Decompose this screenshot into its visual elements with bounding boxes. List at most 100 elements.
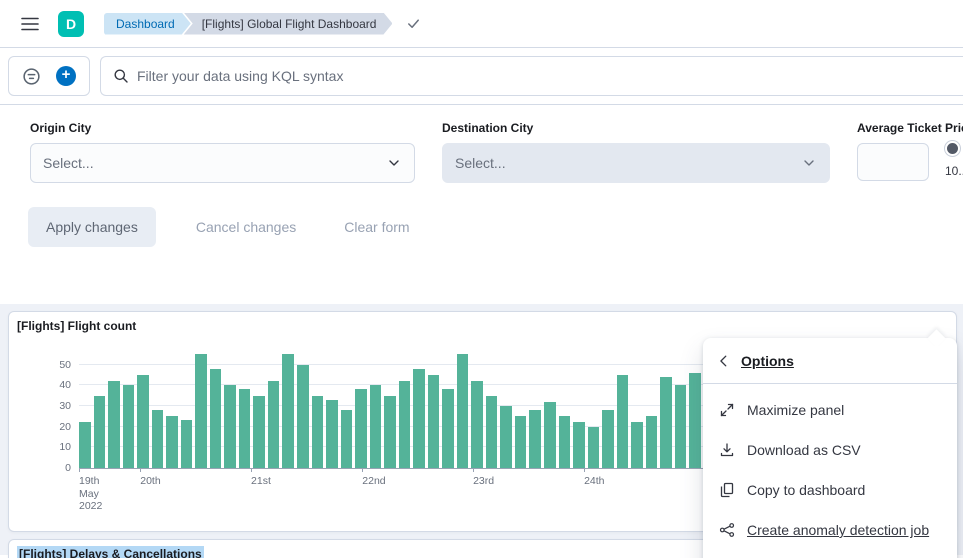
x-axis-tick: 22nd xyxy=(362,468,386,488)
menu-item-label: Download as CSV xyxy=(747,442,861,458)
flight-count-bar[interactable] xyxy=(93,395,106,468)
x-axis-label: 22nd xyxy=(362,475,386,487)
flight-count-bar[interactable] xyxy=(253,395,265,468)
flight-count-bar[interactable] xyxy=(151,410,164,468)
flight-count-bar[interactable] xyxy=(456,354,469,468)
apply-changes-button[interactable]: Apply changes xyxy=(28,207,156,247)
flight-count-bar[interactable] xyxy=(137,374,149,468)
flight-count-bar[interactable] xyxy=(544,401,556,468)
flight-count-bar[interactable] xyxy=(267,381,280,468)
price-slider-handle[interactable] xyxy=(945,141,960,156)
y-axis-label: 40 xyxy=(59,379,71,392)
menu-item-create-anomaly-job[interactable]: Create anomaly detection job xyxy=(703,510,957,550)
deployment-logo[interactable]: D xyxy=(58,10,84,37)
origin-city-label: Origin City xyxy=(30,121,92,135)
origin-city-select[interactable]: Select... xyxy=(30,143,415,183)
breadcrumb-dashboard[interactable]: Dashboard xyxy=(104,13,191,35)
flight-count-bar[interactable] xyxy=(224,385,236,468)
flight-count-bar[interactable] xyxy=(355,389,367,468)
flight-count-bar[interactable] xyxy=(514,416,527,468)
options-menu-title: Options xyxy=(741,353,794,369)
flight-count-bar[interactable] xyxy=(238,389,251,468)
avg-ticket-price-field[interactable] xyxy=(857,143,929,181)
flight-count-bar[interactable] xyxy=(369,385,382,468)
maximize-icon xyxy=(720,403,734,417)
flight-count-panel-title: [Flights] Flight count xyxy=(17,319,137,333)
destination-city-label: Destination City xyxy=(442,121,534,135)
saved-check-icon[interactable] xyxy=(406,16,421,31)
flight-count-bar[interactable] xyxy=(79,422,91,468)
price-slider-value: 10... xyxy=(945,164,963,178)
flight-count-bar[interactable] xyxy=(398,381,411,468)
flight-count-bar[interactable] xyxy=(209,368,222,468)
chart-gridline xyxy=(79,425,948,427)
options-menu-header[interactable]: Options xyxy=(703,338,957,384)
cancel-changes-button[interactable]: Cancel changes xyxy=(188,219,304,235)
chevron-left-icon xyxy=(720,355,727,367)
flight-count-bar[interactable] xyxy=(689,372,701,468)
flight-count-bar[interactable] xyxy=(558,416,571,468)
flight-count-bar[interactable] xyxy=(195,354,207,468)
flight-count-bar[interactable] xyxy=(485,395,498,468)
x-axis-label: 21st xyxy=(251,475,271,487)
destination-city-select[interactable]: Select... xyxy=(442,143,830,183)
flight-count-bar[interactable] xyxy=(660,376,672,468)
breadcrumb-current-dashboard: [Flights] Global Flight Dashboard xyxy=(184,13,393,35)
menu-hamburger-icon[interactable] xyxy=(18,12,42,36)
flight-count-bar[interactable] xyxy=(340,410,353,468)
copy-icon xyxy=(720,482,734,498)
menu-item-label: Create anomaly detection job xyxy=(747,522,930,538)
flight-count-bar[interactable] xyxy=(442,389,454,468)
flight-count-bar[interactable] xyxy=(282,354,294,468)
flight-count-bar[interactable] xyxy=(602,410,614,468)
flight-count-bar[interactable] xyxy=(122,385,135,468)
flight-count-bar[interactable] xyxy=(616,374,629,468)
flight-count-bar[interactable] xyxy=(573,422,585,468)
filter-button-group: + xyxy=(8,56,90,96)
y-axis-label: 10 xyxy=(59,441,71,454)
flight-count-bar[interactable] xyxy=(413,368,425,468)
flight-count-bar[interactable] xyxy=(311,395,324,468)
panel-options-menu: Options Maximize panel Download as CSV C… xyxy=(703,329,957,558)
flight-count-bar[interactable] xyxy=(631,422,643,468)
x-axis-label: 20th xyxy=(140,475,161,487)
y-axis-label: 0 xyxy=(65,462,71,474)
menu-item-copy-to-dashboard[interactable]: Copy to dashboard xyxy=(703,470,957,510)
clear-form-button[interactable]: Clear form xyxy=(336,219,417,235)
saved-filters-icon[interactable] xyxy=(20,65,43,88)
destination-city-control: Destination City Select... xyxy=(442,121,830,183)
flight-count-bar[interactable] xyxy=(529,410,541,468)
hamburger-lines xyxy=(21,17,39,30)
top-header: D Dashboard [Flights] Global Flight Dash… xyxy=(0,0,963,48)
flight-count-bar[interactable] xyxy=(180,420,193,468)
flight-count-bar[interactable] xyxy=(587,426,600,468)
ml-icon xyxy=(719,523,735,537)
menu-item-maximize-panel[interactable]: Maximize panel xyxy=(703,390,957,430)
destination-city-value: Select... xyxy=(455,155,506,171)
check-icon xyxy=(408,19,420,28)
origin-city-value: Select... xyxy=(43,155,94,171)
flight-count-bar[interactable] xyxy=(166,416,178,468)
kql-search-input[interactable] xyxy=(137,68,951,84)
options-menu-list: Maximize panel Download as CSV Copy to d… xyxy=(703,384,957,556)
menu-item-download-csv[interactable]: Download as CSV xyxy=(703,430,957,470)
flight-count-bar[interactable] xyxy=(674,385,687,468)
flight-count-bar[interactable] xyxy=(645,416,658,468)
x-axis-tick: 20th xyxy=(140,468,161,488)
breadcrumb: Dashboard [Flights] Global Flight Dashbo… xyxy=(104,13,392,35)
delays-panel-title: [Flights] Delays & Cancellations xyxy=(17,546,204,558)
flight-count-bar[interactable] xyxy=(296,364,309,468)
flight-count-bar[interactable] xyxy=(384,395,396,468)
query-bar: + xyxy=(0,48,963,104)
y-axis-label: 30 xyxy=(59,399,71,412)
flight-count-bar[interactable] xyxy=(500,405,512,468)
flight-count-bar[interactable] xyxy=(427,374,440,468)
flight-count-bar[interactable] xyxy=(108,381,120,468)
y-axis-label: 20 xyxy=(59,420,71,433)
flight-count-bar[interactable] xyxy=(471,381,483,468)
kql-search-box[interactable] xyxy=(100,56,963,96)
flight-count-bar[interactable] xyxy=(326,399,338,468)
add-filter-button[interactable]: + xyxy=(54,64,78,88)
x-axis-tick: 21st xyxy=(251,468,271,488)
